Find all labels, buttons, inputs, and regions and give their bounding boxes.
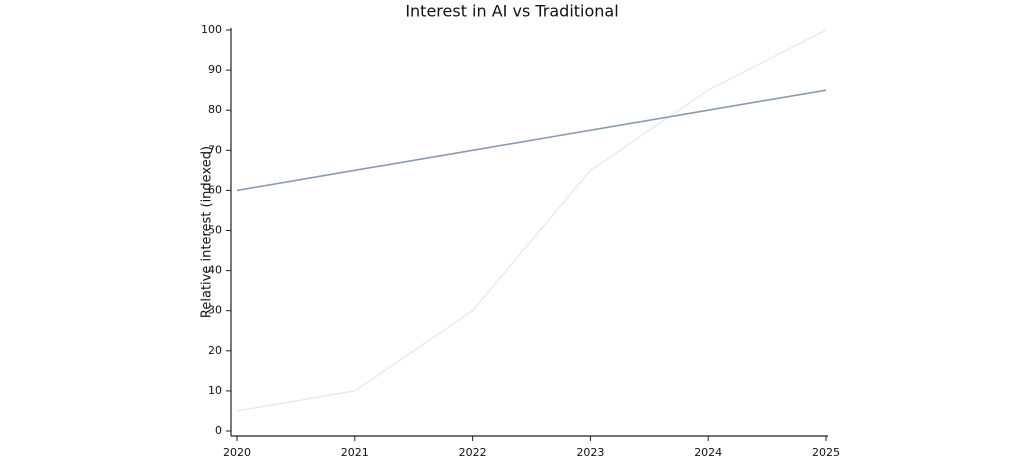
y-tick-label: 20 [208, 344, 222, 357]
y-tick-label: 30 [208, 304, 222, 317]
y-tick-label: 10 [208, 384, 222, 397]
y-tick-label: 0 [215, 424, 222, 437]
y-tick-label: 70 [208, 143, 222, 156]
y-tick-label: 50 [208, 224, 222, 237]
y-tick-label: 60 [208, 183, 222, 196]
x-tick-label: 2020 [223, 446, 251, 459]
x-tick-label: 2025 [812, 446, 840, 459]
line-series [236, 89, 827, 192]
y-tick-label: 40 [208, 264, 222, 277]
x-tick-label: 2024 [694, 446, 722, 459]
chart-title: Interest in AI vs Traditional [405, 2, 618, 21]
y-tick-label: 100 [201, 23, 222, 36]
y-axis-label: Relative interest (indexed) [200, 146, 215, 318]
y-tick-label: 80 [208, 103, 222, 116]
x-tick-label: 2021 [341, 446, 369, 459]
x-tick-label: 2023 [576, 446, 604, 459]
x-tick-label: 2022 [459, 446, 487, 459]
line-series [236, 29, 827, 412]
y-tick-label: 90 [208, 63, 222, 76]
